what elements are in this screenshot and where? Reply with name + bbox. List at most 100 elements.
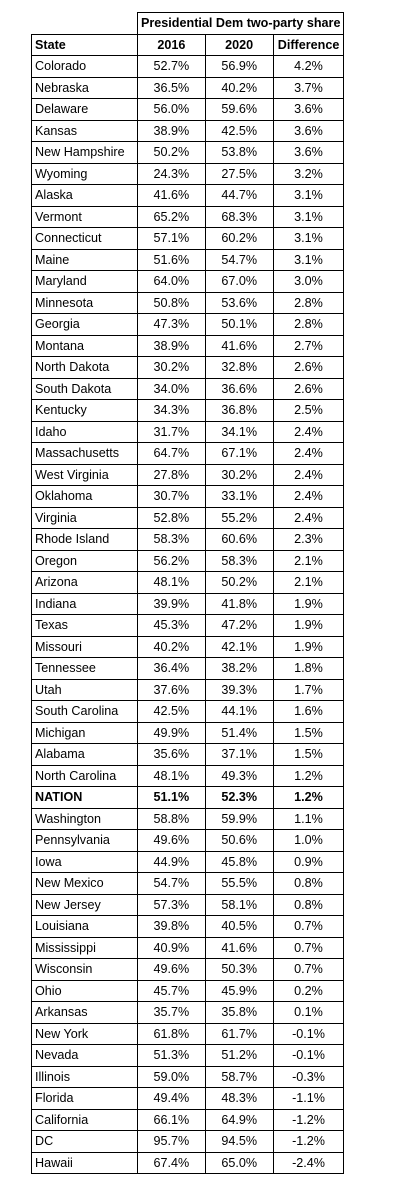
value-2016-cell: 54.7% <box>137 872 206 895</box>
col-header-difference: Difference <box>272 33 345 56</box>
table-row: California 66.1% 64.9% -1.2% <box>31 1108 345 1131</box>
difference-cell: 1.1% <box>272 807 345 830</box>
difference-cell: 3.1% <box>272 227 345 250</box>
difference-cell: 3.0% <box>272 270 345 293</box>
state-cell: Michigan <box>31 721 138 744</box>
state-cell: California <box>31 1108 138 1131</box>
value-2020-cell: 48.3% <box>204 1087 274 1110</box>
value-2016-cell: 51.3% <box>137 1044 206 1067</box>
value-2020-cell: 64.9% <box>204 1108 274 1131</box>
difference-cell: 1.2% <box>272 764 345 787</box>
state-cell: Oregon <box>31 549 138 572</box>
state-cell: Hawaii <box>31 1151 138 1174</box>
value-2016-cell: 42.5% <box>137 700 206 723</box>
value-2020-cell: 44.7% <box>204 184 274 207</box>
value-2016-cell: 50.8% <box>137 291 206 314</box>
difference-cell: -1.2% <box>272 1108 345 1131</box>
difference-cell: -1.2% <box>272 1130 345 1153</box>
table-row: Rhode Island 58.3% 60.6% 2.3% <box>31 528 345 551</box>
state-cell: Washington <box>31 807 138 830</box>
value-2016-cell: 59.0% <box>137 1065 206 1088</box>
state-cell: Louisiana <box>31 915 138 938</box>
table-row: Wyoming 24.3% 27.5% 3.2% <box>31 162 345 185</box>
difference-cell: 1.0% <box>272 829 345 852</box>
value-2016-cell: 44.9% <box>137 850 206 873</box>
blank-corner-cell <box>32 13 138 35</box>
difference-cell: 1.5% <box>272 743 345 766</box>
difference-cell: 1.9% <box>272 592 345 615</box>
state-cell: Wisconsin <box>31 958 138 981</box>
difference-cell: 2.1% <box>272 549 345 572</box>
state-cell: Kentucky <box>31 399 138 422</box>
difference-cell: 3.1% <box>272 184 345 207</box>
value-2020-cell: 50.1% <box>204 313 274 336</box>
value-2016-cell: 40.9% <box>137 936 206 959</box>
state-cell: Massachusetts <box>31 442 138 465</box>
value-2016-cell: 24.3% <box>137 162 206 185</box>
value-2016-cell: 58.8% <box>137 807 206 830</box>
difference-cell: 1.6% <box>272 700 345 723</box>
value-2020-cell: 50.2% <box>204 571 274 594</box>
table-row: New Mexico 54.7% 55.5% 0.8% <box>31 872 345 895</box>
state-cell: North Dakota <box>31 356 138 379</box>
difference-cell: -0.1% <box>272 1022 345 1045</box>
state-cell: Maine <box>31 248 138 271</box>
value-2020-cell: 55.5% <box>204 872 274 895</box>
value-2020-cell: 54.7% <box>204 248 274 271</box>
value-2020-cell: 58.1% <box>204 893 274 916</box>
table-row: Iowa 44.9% 45.8% 0.9% <box>31 850 345 873</box>
difference-cell: 1.2% <box>272 786 345 809</box>
value-2020-cell: 53.8% <box>204 141 274 164</box>
value-2016-cell: 34.0% <box>137 377 206 400</box>
table-row: New York 61.8% 61.7% -0.1% <box>31 1022 345 1045</box>
value-2016-cell: 51.1% <box>137 786 206 809</box>
difference-cell: -1.1% <box>272 1087 345 1110</box>
state-cell: Idaho <box>31 420 138 443</box>
value-2016-cell: 38.9% <box>137 119 206 142</box>
value-2016-cell: 64.7% <box>137 442 206 465</box>
state-cell: Alaska <box>31 184 138 207</box>
value-2020-cell: 44.1% <box>204 700 274 723</box>
value-2016-cell: 39.8% <box>137 915 206 938</box>
value-2016-cell: 48.1% <box>137 764 206 787</box>
table-row: Oklahoma 30.7% 33.1% 2.4% <box>31 485 345 508</box>
value-2016-cell: 49.9% <box>137 721 206 744</box>
state-cell: Utah <box>31 678 138 701</box>
value-2016-cell: 51.6% <box>137 248 206 271</box>
table-row: West Virginia 27.8% 30.2% 2.4% <box>31 463 345 486</box>
value-2020-cell: 45.9% <box>204 979 274 1002</box>
difference-cell: -0.3% <box>272 1065 345 1088</box>
difference-cell: 2.5% <box>272 399 345 422</box>
state-cell: Iowa <box>31 850 138 873</box>
table-row: Illinois 59.0% 58.7% -0.3% <box>31 1065 345 1088</box>
value-2020-cell: 58.3% <box>204 549 274 572</box>
table-row: Vermont 65.2% 68.3% 3.1% <box>31 205 345 228</box>
state-cell: New York <box>31 1022 138 1045</box>
difference-cell: 0.8% <box>272 872 345 895</box>
value-2020-cell: 52.3% <box>204 786 274 809</box>
difference-cell: 0.2% <box>272 979 345 1002</box>
dem-share-table: Presidential Dem two-party share State 2… <box>31 12 345 1174</box>
table-row: Texas 45.3% 47.2% 1.9% <box>31 614 345 637</box>
value-2020-cell: 34.1% <box>204 420 274 443</box>
value-2020-cell: 55.2% <box>204 506 274 529</box>
difference-cell: 3.1% <box>272 205 345 228</box>
difference-cell: 3.6% <box>272 119 345 142</box>
state-cell: New Jersey <box>31 893 138 916</box>
value-2020-cell: 68.3% <box>204 205 274 228</box>
value-2020-cell: 67.0% <box>204 270 274 293</box>
state-cell: Texas <box>31 614 138 637</box>
value-2016-cell: 45.7% <box>137 979 206 1002</box>
value-2016-cell: 38.9% <box>137 334 206 357</box>
difference-cell: 0.7% <box>272 936 345 959</box>
state-cell: Wyoming <box>31 162 138 185</box>
value-2016-cell: 35.7% <box>137 1001 206 1024</box>
table-row: Mississippi 40.9% 41.6% 0.7% <box>31 936 345 959</box>
value-2020-cell: 56.9% <box>204 55 274 78</box>
table-row: Virginia 52.8% 55.2% 2.4% <box>31 506 345 529</box>
table-row: Delaware 56.0% 59.6% 3.6% <box>31 98 345 121</box>
value-2020-cell: 27.5% <box>204 162 274 185</box>
value-2016-cell: 56.2% <box>137 549 206 572</box>
difference-cell: 3.6% <box>272 141 345 164</box>
state-cell: South Dakota <box>31 377 138 400</box>
